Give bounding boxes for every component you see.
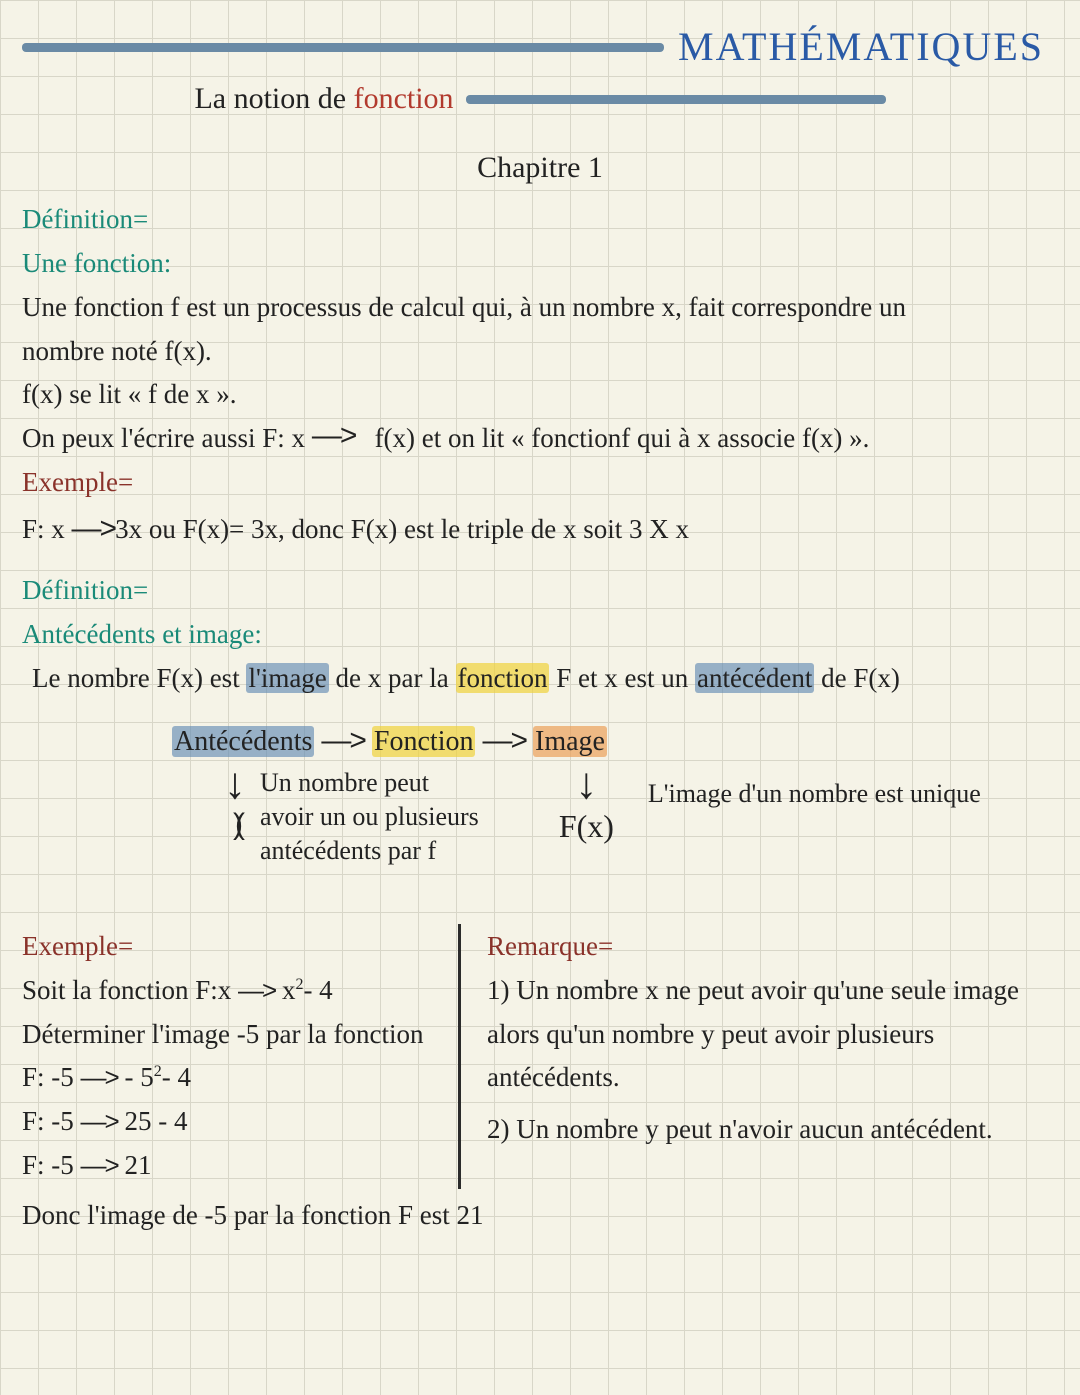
fx-label: F(x): [559, 802, 614, 852]
ex2-s2b: 25 - 4: [118, 1106, 188, 1136]
remarque-r1a: 1) Un nombre x ne peut avoir qu'une seul…: [487, 970, 1058, 1012]
remarque-col: Remarque= 1) Un nombre x ne peut avoir q…: [487, 924, 1058, 1153]
ex2-l1-arrow: —>: [238, 975, 275, 1005]
hl-fonction: fonction: [456, 663, 550, 693]
diag-fonction: Fonction: [372, 726, 476, 757]
diagram-lower: ↓ )( Un nombre peut avoir un ou plusieur…: [172, 766, 1058, 867]
ex2-s3b: 21: [118, 1150, 152, 1180]
def2-c: F et x est un: [549, 663, 695, 693]
ex2-s1-sup: 2: [154, 1063, 162, 1080]
diag-image: Image: [533, 726, 607, 757]
remarque-r1b: alors qu'un nombre y peut avoir plusieur…: [487, 1014, 1058, 1056]
def2-b: de x par la: [329, 663, 456, 693]
ante-arrow-col: ↓ )(: [224, 766, 246, 848]
arrow-glyph: —>: [312, 413, 356, 460]
fx-col: ↓ F(x): [559, 766, 614, 851]
subtitle-em: fonction: [354, 82, 454, 115]
ex1-arrow: —>: [72, 512, 116, 545]
hl-antecedent: antécédent: [695, 663, 814, 693]
diagram: Antécédents —> Fonction —> Image ↓ )( Un…: [172, 718, 1058, 868]
def2-subheading: Antécédents et image:: [22, 614, 1058, 656]
ante-note: Un nombre peut avoir un ou plusieurs ant…: [260, 766, 479, 867]
def1-heading: Définition=: [22, 199, 1058, 241]
ex2-s3a: F: -5: [22, 1150, 81, 1180]
def1-p4b: f(x) et on lit « fonctionf qui à x assoc…: [375, 423, 870, 453]
ante-note-l1: Un nombre peut: [260, 766, 479, 800]
chapter-label: Chapitre 1: [22, 145, 1058, 192]
down-arrow-1: ↓: [224, 766, 246, 801]
ex2-s1c: - 4: [162, 1062, 191, 1092]
ex2-s1b: - 5: [118, 1062, 154, 1092]
ex2-l1b: x: [275, 975, 295, 1005]
def1-p2: nombre noté f(x).: [22, 331, 1058, 373]
ex2-conclusion: Donc l'image de -5 par la fonction F est…: [22, 1195, 1058, 1237]
remarque-heading: Remarque=: [487, 926, 1058, 968]
example2-col: Exemple= Soit la fonction F:x —> x2- 4 D…: [22, 924, 432, 1189]
ex2-s3: F: -5 —> 21: [22, 1145, 432, 1187]
ex1-body: F: x —>3x ou F(x)= 3x, donc F(x) est le …: [22, 506, 1058, 553]
ex1-a: F: x: [22, 514, 72, 544]
header-row: MATHÉMATIQUES: [22, 16, 1058, 78]
ante-note-l2: avoir un ou plusieurs: [260, 800, 479, 834]
ex2-l2: Déterminer l'image -5 par la fonction: [22, 1014, 432, 1056]
down-arrow-2: ↓: [559, 766, 614, 801]
ex2-s3-arrow: —>: [81, 1150, 118, 1180]
subtitle-pre: La notion de fonction: [194, 76, 453, 123]
page: MATHÉMATIQUES La notion de fonction Chap…: [0, 0, 1080, 1237]
rule-right: [466, 95, 886, 104]
ex2-s2-arrow: —>: [81, 1106, 118, 1136]
def1-p3: f(x) se lit « f de x ».: [22, 374, 1058, 416]
def2-a: Le nombre F(x) est: [32, 663, 246, 693]
remarque-r1c: antécédents.: [487, 1057, 1058, 1099]
image-note: L'image d'un nombre est unique: [648, 774, 981, 814]
ante-note-l3: antécédents par f: [260, 834, 479, 868]
x-mark: )(: [224, 802, 246, 849]
vertical-divider: [458, 924, 461, 1189]
ex2-s1a: F: -5: [22, 1062, 81, 1092]
ex2-s1: F: -5 —> - 52- 4: [22, 1057, 432, 1099]
ex2-s2: F: -5 —> 25 - 4: [22, 1101, 432, 1143]
bottom-two-col: Exemple= Soit la fonction F:x —> x2- 4 D…: [22, 924, 1058, 1189]
diag-ante: Antécédents: [172, 726, 314, 757]
ex1-b: 3x ou F(x)= 3x, donc F(x) est le triple …: [115, 514, 689, 544]
def2-line: Le nombre F(x) est l'image de x par la f…: [32, 658, 1058, 700]
main-title: MATHÉMATIQUES: [678, 16, 1044, 78]
remarque-r2: 2) Un nombre y peut n'avoir aucun antécé…: [487, 1109, 1058, 1151]
ex2-l1c: - 4: [303, 975, 332, 1005]
def2-heading: Définition=: [22, 570, 1058, 612]
def1-p4: On peux l'écrire aussi F: x —> f(x) et o…: [22, 418, 1058, 460]
ex2-s1-arrow: —>: [81, 1062, 118, 1092]
ex2-l1: Soit la fonction F:x —> x2- 4: [22, 970, 432, 1012]
ex1-heading: Exemple=: [22, 462, 1058, 504]
subtitle-row: La notion de fonction: [22, 76, 1058, 123]
diagram-row1: Antécédents —> Fonction —> Image: [172, 718, 1058, 765]
hl-image: l'image: [246, 663, 328, 693]
diag-arrow1: —>: [321, 724, 365, 757]
ex2-s2a: F: -5: [22, 1106, 81, 1136]
ex2-l1a: Soit la fonction F:x: [22, 975, 238, 1005]
ex2-heading: Exemple=: [22, 926, 432, 968]
def2-d: de F(x): [814, 663, 899, 693]
def1-p1: Une fonction f est un processus de calcu…: [22, 287, 1058, 329]
def1-p4a: On peux l'écrire aussi F: x: [22, 423, 305, 453]
rule-left: [22, 43, 664, 52]
diag-arrow2: —>: [482, 724, 526, 757]
def1-subheading: Une fonction:: [22, 243, 1058, 285]
